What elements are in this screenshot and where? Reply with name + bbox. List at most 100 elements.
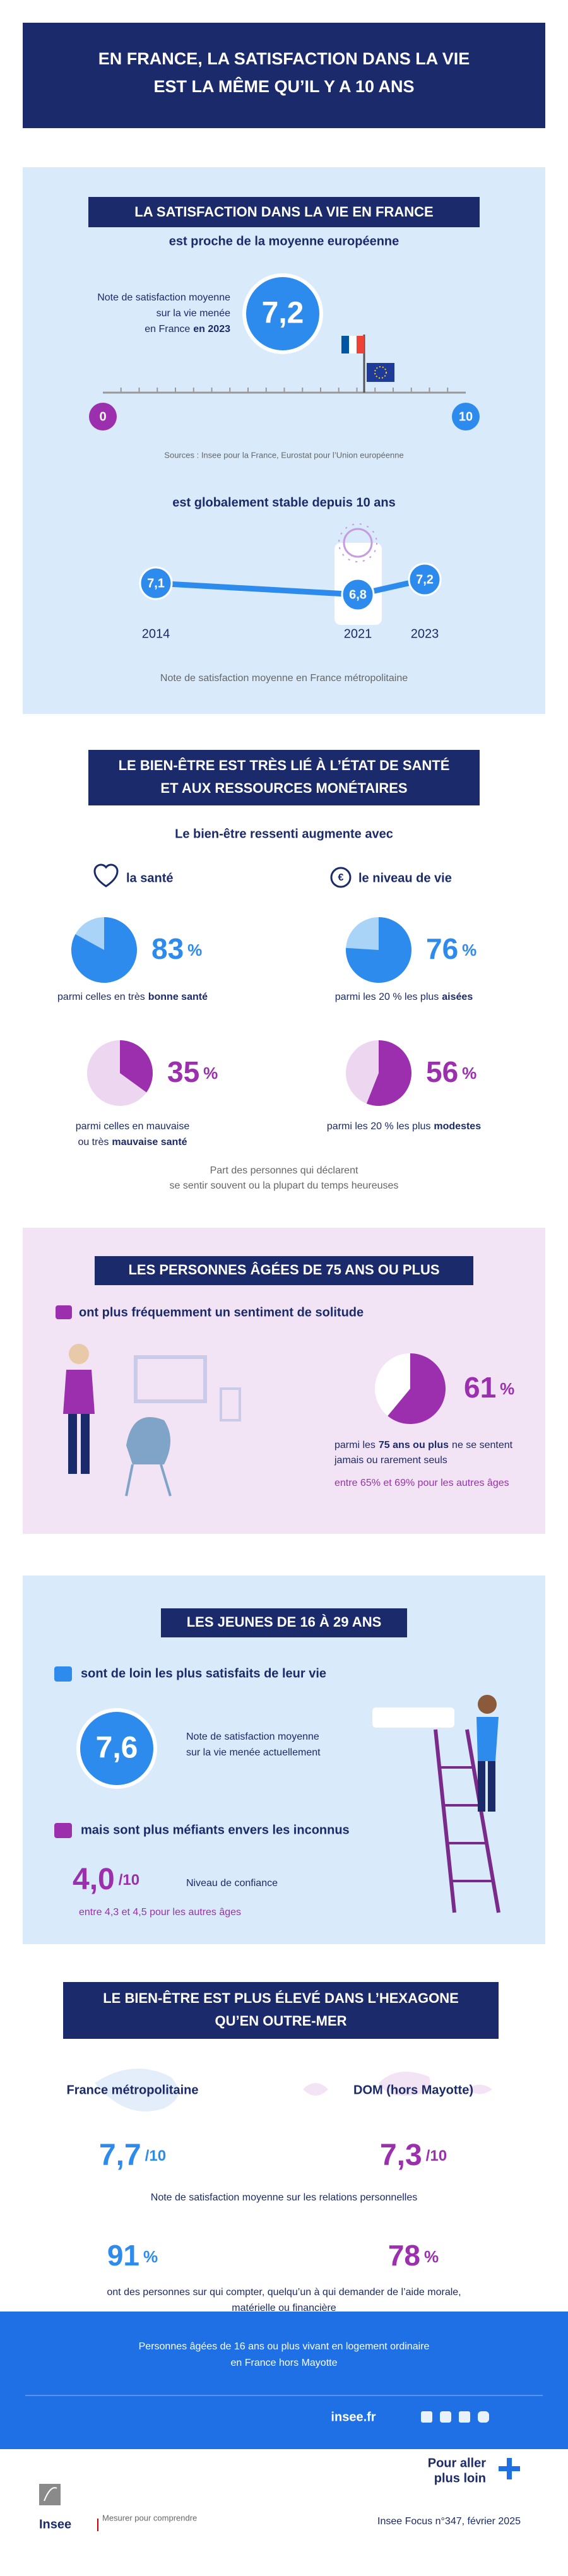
trend-point	[341, 578, 375, 612]
statement: mais sont plus méfiants envers les incon…	[81, 1823, 350, 1837]
pie-value-unit: %	[203, 1064, 218, 1083]
social-icons[interactable]	[421, 2411, 489, 2423]
caption: Note de satisfaction moyenne sur les rel…	[151, 2192, 417, 2203]
region-share-value: 91	[107, 2239, 139, 2272]
pie-value-value: 61	[464, 1371, 496, 1404]
caption: matérielle ou financière	[232, 2303, 336, 2313]
banner	[63, 1982, 499, 2039]
trend-label: 7,1	[147, 576, 165, 590]
pie-slice	[388, 1353, 446, 1424]
pie-value: 61%	[464, 1371, 514, 1404]
pie-caption-part: parmi celles en très	[57, 992, 145, 1002]
map-shape	[303, 2072, 492, 2096]
score-note: sur la vie menée actuellement	[186, 1747, 321, 1758]
section-title: LE BIEN-ÊTRE EST TRÈS LIÉ À L’ÉTAT DE SA…	[119, 757, 450, 773]
score-note: Note de satisfaction moyenne	[186, 1731, 319, 1742]
score-value: 7,2	[262, 297, 304, 330]
money-icon: €	[338, 872, 344, 883]
pie-value-value: 35	[167, 1055, 199, 1088]
region-share: 78%	[388, 2239, 439, 2272]
thumb-down-icon	[56, 1305, 72, 1319]
pie-caption-part: jamais ou rarement seuls	[334, 1455, 447, 1466]
flag-eu	[367, 363, 394, 382]
pie-caption: parmi celles en mauvaise	[76, 1121, 190, 1132]
region-share-unit: %	[424, 2247, 439, 2266]
region-name: DOM (hors Mayotte)	[353, 2083, 473, 2097]
footer-band	[0, 2312, 568, 2449]
region-score-value: 7,3	[380, 2139, 422, 2172]
score-badge	[80, 1712, 153, 1785]
pie-value: 83%	[151, 932, 202, 965]
pie-caption: parmi les 20 % les plus aisées	[335, 992, 473, 1002]
thumb-up-icon	[54, 1666, 72, 1682]
pie-caption: parmi les 20 % les plus modestes	[327, 1121, 481, 1132]
banner	[88, 197, 480, 227]
scale-min: 0	[99, 410, 106, 424]
section-title: QU’EN OUTRE-MER	[215, 2013, 347, 2029]
pie-caption-part: parmi celles en mauvaise	[76, 1121, 190, 1132]
tagline: Mesurer pour comprendre	[102, 2513, 197, 2522]
health-icon	[93, 864, 119, 887]
pie-value: 76%	[426, 932, 476, 965]
pie-caption-part: mauvaise santé	[112, 1137, 187, 1148]
more-link: Pour aller	[428, 2456, 486, 2470]
score-note-part: en France	[145, 324, 190, 335]
statement: sont de loin les plus satisfaits de leur…	[81, 1666, 326, 1680]
section-subtitle: est proche de la moyenne européenne	[169, 234, 399, 248]
region-share-value: 78	[388, 2239, 420, 2272]
section-title: LE BIEN-ÊTRE EST PLUS ÉLEVÉ DANS L’HEXAG…	[103, 1990, 459, 2006]
section-subtitle: est globalement stable depuis 10 ans	[172, 496, 395, 509]
flag-eu-stars	[374, 366, 387, 379]
virus-icon	[343, 528, 373, 558]
pie-slice	[345, 917, 411, 983]
trend-point	[139, 566, 173, 600]
section-subtitle: Le bien-être ressenti augmente avec	[175, 827, 393, 841]
pie-caption-part: bonne santé	[148, 992, 208, 1002]
scope: Personnes âgées de 16 ans ou plus vivant…	[139, 2341, 430, 2352]
section-title: LA SATISFACTION DANS LA VIE EN FRANCE	[134, 204, 433, 220]
comparison: entre 4,3 et 4,5 pour les autres âges	[79, 1907, 241, 1918]
comparison: entre 65% et 69% pour les autres âges	[334, 1478, 509, 1488]
website[interactable]: insee.fr	[331, 2410, 376, 2424]
trust-score: 4,0/10	[73, 1863, 139, 1896]
pie-caption: parmi les 75 ans ou plus ne se sentent	[334, 1440, 513, 1451]
section-title: LES PERSONNES ÂGÉES DE 75 ANS OU PLUS	[128, 1262, 439, 1278]
trend-point	[408, 562, 442, 597]
pie-value-value: 76	[426, 932, 458, 965]
flag-fr	[349, 336, 357, 353]
pie-value: 56%	[426, 1055, 476, 1088]
trust-score-unit: /10	[119, 1872, 139, 1889]
banner	[95, 1256, 473, 1285]
region-score: 7,7/10	[99, 2139, 166, 2172]
header-bg	[23, 23, 545, 128]
logo-mark	[39, 2484, 61, 2505]
money-icon	[330, 867, 352, 888]
trend-label: 7,2	[416, 573, 434, 586]
elderly-illustration	[63, 1344, 241, 1497]
region-score-unit: /10	[145, 2147, 166, 2164]
scale-end	[89, 403, 117, 430]
caption: ont des personnes sur qui compter, quelq…	[107, 2287, 461, 2298]
pie-caption: ou très mauvaise santé	[78, 1137, 187, 1148]
pie-value-value: 56	[426, 1055, 458, 1088]
virus-icon	[338, 523, 377, 562]
note: se sentir souvent ou la plupart du temps…	[170, 1180, 399, 1191]
section-title: ET AUX RESSOURCES MONÉTAIRES	[160, 780, 407, 796]
trust-label: Niveau de confiance	[186, 1878, 278, 1889]
pie-caption-part: parmi les 20 % les plus	[327, 1121, 431, 1132]
pie-slice	[366, 1040, 411, 1106]
flag-fr	[341, 336, 349, 353]
pie-caption-part: ne se sentent	[452, 1440, 513, 1451]
pie-value-unit: %	[462, 1064, 476, 1083]
reference: Insee Focus n°347, février 2025	[377, 2516, 521, 2527]
region-name: France métropolitaine	[67, 2083, 199, 2097]
scope: en France hors Mayotte	[231, 2358, 338, 2368]
score-note-part: en 2023	[193, 324, 230, 335]
more-icon[interactable]	[499, 2458, 520, 2479]
banner	[161, 1608, 407, 1637]
map-shape	[95, 2069, 179, 2111]
scale-max: 10	[459, 410, 473, 424]
trend-year: 2014	[142, 627, 170, 641]
banner	[88, 750, 480, 805]
